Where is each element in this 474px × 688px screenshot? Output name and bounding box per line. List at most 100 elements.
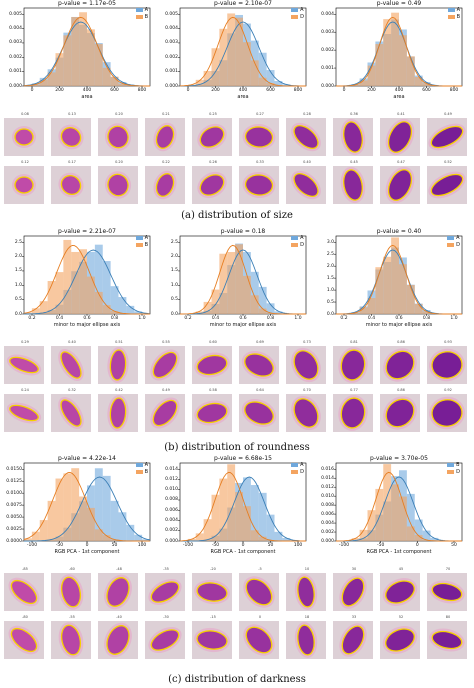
histogram-bar-b <box>359 307 368 314</box>
cell-image <box>192 573 232 611</box>
legend-swatch <box>291 14 299 19</box>
legend-label: B <box>144 14 148 20</box>
thumbnail-value-label: 33 <box>351 615 357 619</box>
cell-thumbnail-row: 0.29 0.40 0.51 0.55 0.60 0.69 0.73 0.81 0.86 0.93 <box>4 340 474 386</box>
cell-thumbnail: 0.42 <box>98 388 140 434</box>
cell-image <box>192 118 232 156</box>
histogram-bar-b <box>351 312 360 314</box>
histogram-bar-b <box>227 464 236 541</box>
density-curve-a <box>180 476 306 542</box>
cell-image <box>51 118 91 156</box>
y-tick-label: 0.000 <box>9 83 22 89</box>
cell-body <box>197 630 227 650</box>
histogram-bar-b <box>47 280 56 314</box>
chart-title: p-value = 0.49 <box>376 0 422 7</box>
cell-body <box>197 403 227 423</box>
histogram-bar-b <box>195 533 204 541</box>
histogram-bar-b <box>266 82 275 86</box>
histogram-chart: p-value = 2.21e-07 0.0 0.5 1.0 1.5 2.0 2.5 0.2 0… <box>4 228 154 336</box>
histogram-bar-b <box>258 536 267 541</box>
histogram-plot <box>22 7 151 88</box>
legend-swatch <box>291 469 299 474</box>
cell-contour <box>431 351 463 379</box>
histogram-bar-a <box>258 286 267 314</box>
y-tick-label: 0.002 <box>321 529 334 535</box>
thumbnail-value-label: 0.49 <box>162 388 170 392</box>
density-curve-a <box>180 21 306 87</box>
cell-shape <box>382 626 418 654</box>
histogram-bar-b <box>235 244 243 314</box>
histogram-bar-b <box>110 311 119 314</box>
cell-shape <box>104 574 132 610</box>
histogram-bar-b <box>351 84 360 86</box>
legend-swatch <box>135 242 143 247</box>
histogram-bar-a <box>282 537 291 541</box>
cell-contour <box>293 398 319 428</box>
thumbnail-value-label: 0.32 <box>68 388 76 392</box>
cell-image <box>239 118 279 156</box>
histogram-bar-a <box>266 514 275 541</box>
thumbnail-value-label: 0.33 <box>256 160 264 164</box>
cell-body <box>61 127 81 147</box>
density-curve-b <box>23 16 150 87</box>
cell-body <box>61 399 81 427</box>
cell-image <box>286 166 326 204</box>
histogram-chart: p-value = 3.70e-05 0.000 0.002 0.004 0.006 0.… <box>316 455 466 563</box>
y-tick-label: 0.001 <box>9 69 22 75</box>
cell-thumbnail: 0.13 <box>51 112 93 158</box>
cell-shape <box>58 124 84 150</box>
cell-thumbnail: 70 <box>427 567 469 613</box>
y-tick-label: 0.000 <box>321 83 334 89</box>
cell-thumbnail-row: 0.08 0.13 0.20 0.21 0.25 0.27 0.28 0.36 0.41 0.49 <box>4 112 474 158</box>
cell-contour <box>340 397 366 429</box>
cell-image <box>239 346 279 384</box>
histogram-bar-b <box>383 256 392 314</box>
legend-item: B <box>135 242 148 249</box>
cell-image <box>192 621 232 659</box>
cell-thumbnail: 0.32 <box>51 388 93 434</box>
cell-contour <box>9 404 39 422</box>
cell-contour <box>293 125 319 149</box>
y-tick-label: 0.0025 <box>6 526 22 532</box>
figure-caption: (a) distribution of size <box>181 210 293 221</box>
cell-contour <box>343 121 363 153</box>
legend-swatch <box>447 14 455 19</box>
y-tick-label: 2.0 <box>326 263 334 269</box>
cell-contour <box>152 399 178 427</box>
cell-thumbnail: -30 <box>145 615 187 661</box>
cell-body <box>385 629 415 651</box>
cell-thumbnail: 0.45 <box>333 160 375 206</box>
cell-body <box>156 125 174 149</box>
histogram-bar-b <box>243 42 251 86</box>
cell-body <box>246 579 272 605</box>
cell-shape <box>243 576 275 608</box>
cell-image <box>145 166 185 204</box>
thumbnail-value-label: -15 <box>210 615 216 619</box>
cell-thumbnail: 0.58 <box>192 388 234 434</box>
cell-shape <box>6 402 42 424</box>
cell-image <box>51 166 91 204</box>
histogram-bar-b <box>94 529 103 541</box>
x-tick-label: 0.8 <box>422 316 431 321</box>
histogram-bar-b <box>203 301 212 314</box>
legend-item: B <box>135 14 148 21</box>
cell-shape <box>291 170 321 200</box>
cell-contour <box>199 174 225 196</box>
histogram-bar-b <box>414 303 423 314</box>
cell-contour <box>385 398 415 428</box>
thumbnail-value-label: 0 <box>258 615 262 619</box>
histogram-bar-a <box>430 537 439 541</box>
cell-thumbnail: 0.86 <box>380 340 422 386</box>
cell-image <box>192 166 232 204</box>
cell-shape <box>429 628 465 652</box>
histogram-bar-b <box>63 473 72 541</box>
x-tick-label: 0.4 <box>367 316 376 321</box>
histogram-bar-b <box>399 35 407 86</box>
cell-image <box>98 394 138 432</box>
x-tick-label: 0.6 <box>395 316 403 321</box>
cell-thumbnail: -85 <box>4 567 46 613</box>
histogram-bar-a <box>422 530 431 541</box>
cell-contour <box>10 579 38 605</box>
cell-body <box>156 173 174 197</box>
